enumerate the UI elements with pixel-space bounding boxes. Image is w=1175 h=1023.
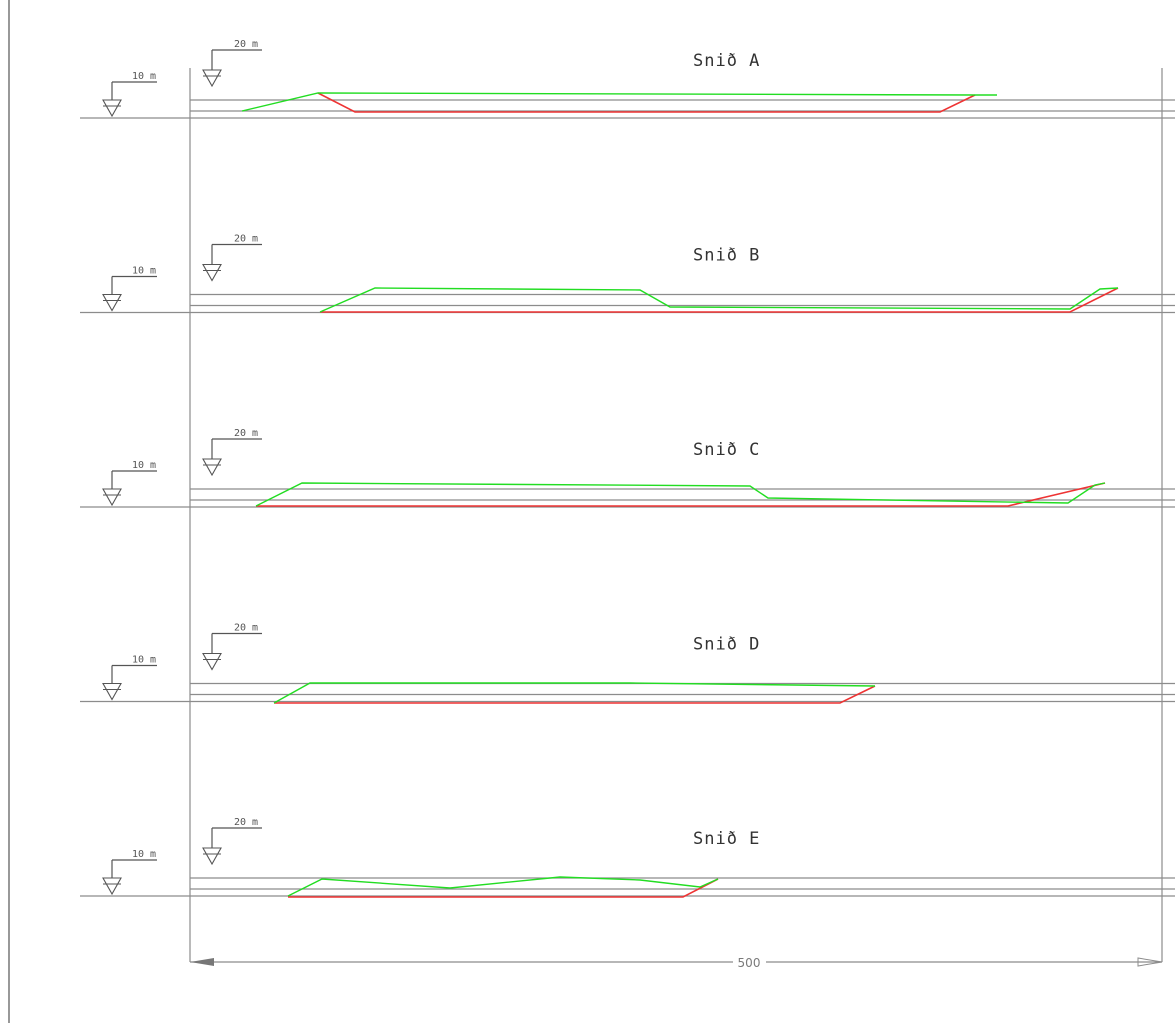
level-triangle-icon [102, 682, 122, 701]
level-triangle-icon [202, 847, 222, 866]
scale-label-20m: 20 m [234, 39, 258, 50]
scale-label-10m: 10 m [132, 460, 156, 471]
section-title: Snið A [693, 51, 760, 71]
ground-profile-line [273, 682, 876, 704]
ground-profile-line [241, 92, 997, 112]
section-panel: 10 m 20 m Snið C [80, 428, 1175, 508]
dimension-arrow-left-icon [190, 958, 214, 966]
dimension-label: 500 [738, 956, 761, 970]
scale-label-10m: 10 m [132, 655, 156, 666]
design-profile-line [274, 685, 876, 704]
design-profile-line [288, 878, 719, 898]
scale-label-20m: 20 m [234, 428, 258, 439]
scale-label-20m: 20 m [234, 234, 258, 245]
section-panel: 10 m 20 m Snið D [80, 623, 1175, 704]
sections-layer: 10 m 20 m Snið A 10 m 20 m Snið B 10 m 20 m Snið… [80, 39, 1175, 898]
scale-label-10m: 10 m [132, 849, 156, 860]
section-title: Snið B [693, 246, 760, 266]
level-triangle-icon [202, 263, 222, 282]
section-panel: 10 m 20 m Snið A [80, 39, 1175, 119]
level-triangle-icon [102, 488, 122, 507]
scale-label-20m: 20 m [234, 817, 258, 828]
design-profile-line [320, 287, 1119, 313]
scale-label-10m: 10 m [132, 266, 156, 277]
overall-dimension: 500 [190, 956, 1163, 970]
ground-profile-line [255, 482, 1106, 507]
design-profile-line [256, 482, 1106, 507]
section-title: Snið C [693, 440, 760, 460]
section-title: Snið E [693, 829, 760, 849]
scale-label-20m: 20 m [234, 623, 258, 634]
level-triangle-icon [202, 652, 222, 671]
section-panel: 10 m 20 m Snið B [80, 234, 1175, 314]
ground-profile-line [287, 876, 719, 897]
level-triangle-icon [202, 69, 222, 88]
level-triangle-icon [102, 99, 122, 118]
level-triangle-icon [102, 877, 122, 896]
section-title: Snið D [693, 635, 760, 655]
section-panel: 10 m 20 m Snið E [80, 817, 1175, 898]
dimension-arrow-right-icon [1137, 957, 1163, 967]
level-triangle-icon [102, 293, 122, 312]
ground-profile-line [319, 287, 1119, 313]
level-triangle-icon [202, 458, 222, 477]
scale-label-10m: 10 m [132, 71, 156, 82]
design-profile-line [317, 92, 976, 113]
